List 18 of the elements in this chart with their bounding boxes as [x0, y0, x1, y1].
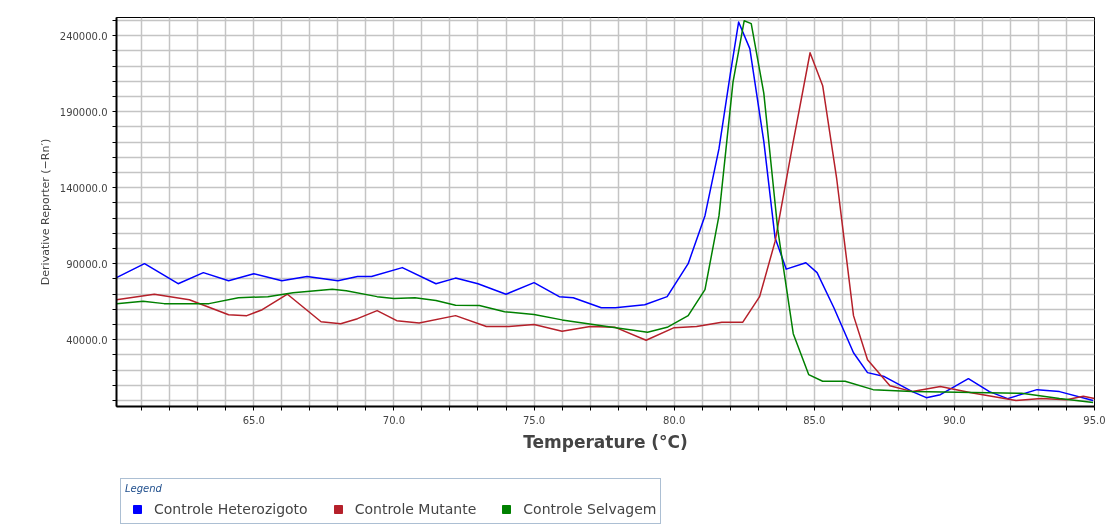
legend-label: Controle Heterozigoto [154, 501, 308, 517]
legend-label: Controle Mutante [354, 501, 477, 517]
y-axis-title: Derivative Reporter (−Rn′) [38, 138, 52, 286]
x-tick-label: 85.0 [803, 414, 826, 426]
x-tick-label: 95.0 [1083, 414, 1106, 426]
x-tick-label: 75.0 [522, 414, 546, 426]
y-tick-label: 40000.0 [66, 334, 108, 346]
y-tick-label: 240000.0 [59, 30, 108, 42]
x-tick-label: 80.0 [663, 414, 686, 426]
x-tick-label: 90.0 [943, 414, 966, 426]
x-tick-label: 70.0 [382, 414, 406, 426]
x-tick-label: 65.0 [242, 414, 265, 426]
legend-title: Legend [125, 483, 163, 494]
y-tick-label: 90000.0 [66, 258, 108, 270]
x-axis-title: Temperature (°C) [523, 431, 688, 452]
legend-label: Controle Selvagem [523, 501, 657, 517]
y-tick-label: 190000.0 [59, 106, 108, 118]
y-tick-label: 140000.0 [59, 182, 108, 194]
